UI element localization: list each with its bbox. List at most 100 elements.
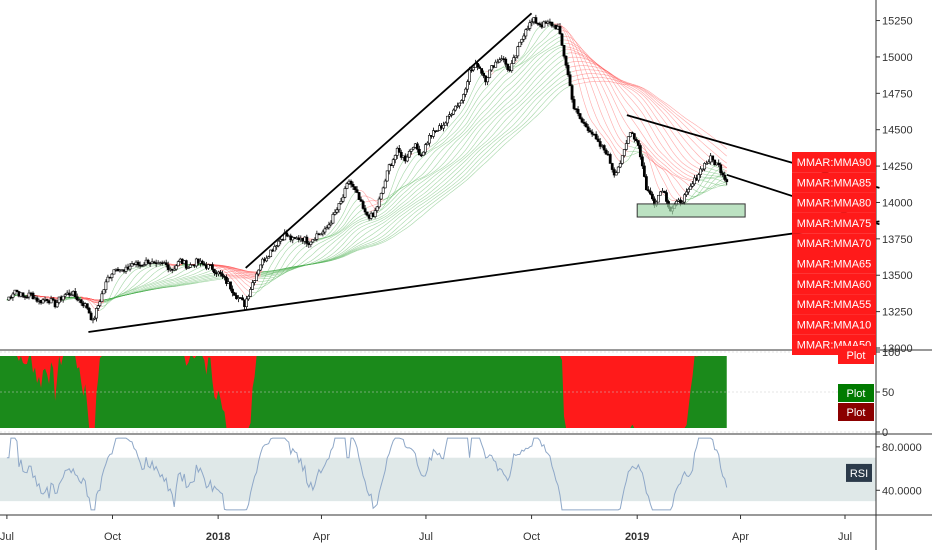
- ma-ribbon-segment: [383, 218, 386, 221]
- ma-ribbon-segment: [417, 205, 420, 208]
- ma-ribbon-segment: [330, 242, 334, 245]
- ma-ribbon-segment: [479, 93, 482, 97]
- ma-ribbon-segment: [395, 218, 398, 221]
- ma-ribbon-segment: [613, 153, 617, 158]
- ma-ribbon-segment: [539, 32, 543, 36]
- ma-ribbon-segment: [192, 278, 195, 281]
- ma-ribbon-segment: [334, 257, 338, 259]
- ma-ribbon-segment: [419, 182, 422, 185]
- ma-ribbon-segment: [443, 143, 446, 146]
- ma-ribbon-segment: [531, 63, 535, 67]
- ma-ribbon-segment: [202, 268, 205, 271]
- ma-ribbon-segment: [467, 105, 470, 110]
- ma-ribbon-segment: [226, 269, 229, 272]
- ma-ribbon-segment: [674, 175, 677, 177]
- ma-ribbon-segment: [362, 228, 366, 231]
- ma-ribbon-segment: [308, 262, 311, 265]
- ma-ribbon-segment: [334, 229, 338, 232]
- ma-ribbon-segment: [664, 168, 667, 171]
- ma-ribbon-segment: [603, 73, 607, 78]
- ma-ribbon-segment: [690, 195, 693, 197]
- ma-ribbon-segment: [543, 46, 547, 49]
- ma-ribbon-segment: [603, 137, 607, 141]
- ma-ribbon-segment: [413, 205, 416, 208]
- ma-ribbon-segment: [119, 294, 123, 296]
- ma-ribbon-segment: [135, 289, 139, 291]
- ma-ribbon-segment: [664, 129, 667, 133]
- ma-ribbon-segment: [429, 182, 432, 185]
- ma-ribbon-segment: [318, 246, 322, 249]
- ma-ribbon-segment: [539, 89, 543, 92]
- ma-ribbon-segment: [373, 221, 376, 223]
- ma-ribbon-segment: [429, 174, 432, 177]
- ma-ribbon-segment: [714, 169, 717, 171]
- ma-ribbon-segment: [531, 48, 535, 52]
- ma-ribbon-segment: [615, 118, 619, 124]
- ma-ribbon-segment: [589, 57, 593, 60]
- ma-ribbon-segment: [527, 49, 531, 53]
- ma-ribbon-segment: [551, 55, 555, 59]
- ma-ribbon-segment: [324, 257, 328, 259]
- ma-ribbon-segment: [545, 55, 549, 59]
- ma-ribbon-segment: [121, 290, 125, 293]
- ma-ribbon-segment: [338, 250, 342, 253]
- ma-ribbon-segment: [670, 161, 673, 165]
- ma-ribbon-segment: [348, 234, 352, 238]
- ma-ribbon-segment: [670, 148, 673, 152]
- ma-ribbon-segment: [455, 163, 458, 167]
- ma-ribbon-segment: [354, 218, 358, 221]
- ma-ribbon-segment: [716, 186, 719, 188]
- ma-ribbon-segment: [589, 70, 593, 76]
- ma-ribbon-segment: [467, 128, 470, 131]
- ma-ribbon-segment: [662, 166, 665, 169]
- ma-ribbon-segment: [378, 237, 382, 239]
- ma-ribbon-segment: [545, 61, 549, 64]
- ma-ribbon-segment: [433, 191, 436, 194]
- ma-ribbon-segment: [326, 241, 330, 244]
- ma-ribbon-segment: [479, 113, 482, 116]
- ma-ribbon-segment: [381, 222, 384, 225]
- ma-ribbon-segment: [362, 191, 366, 195]
- ma-ribbon-segment: [407, 204, 410, 207]
- ma-ribbon-segment: [429, 163, 432, 167]
- ma-ribbon-segment: [485, 117, 488, 120]
- ma-ribbon-segment: [182, 266, 185, 268]
- ma-ribbon-segment: [445, 163, 448, 167]
- ma-ribbon-segment: [435, 141, 438, 144]
- ma-ribbon-segment: [457, 170, 460, 173]
- ma-ribbon-segment: [571, 38, 575, 44]
- ma-ribbon-segment: [316, 261, 319, 263]
- ma-ribbon-segment: [535, 82, 539, 86]
- ma-ribbon-segment: [240, 271, 243, 274]
- ma-ribbon-segment: [413, 175, 416, 179]
- ma-ribbon-segment: [326, 251, 330, 255]
- ma-ribbon-segment: [65, 299, 68, 301]
- ma-ribbon-segment: [354, 199, 358, 203]
- ma-ribbon-segment: [433, 174, 436, 177]
- ma-ribbon-segment: [624, 91, 627, 95]
- ma-ribbon-segment: [469, 147, 472, 151]
- ma-ribbon-segment: [537, 74, 541, 78]
- ma-ribbon-segment: [397, 216, 400, 220]
- ma-ribbon-segment: [352, 192, 356, 196]
- ma-ribbon-segment: [405, 208, 408, 210]
- ma-ribbon-segment: [358, 231, 362, 234]
- ma-ribbon-segment: [55, 298, 58, 300]
- ma-ribbon-segment: [336, 255, 340, 258]
- ma-ribbon-segment: [354, 234, 358, 237]
- ma-ribbon-segment: [133, 283, 137, 286]
- ma-ribbon-segment: [461, 120, 464, 125]
- ma-ribbon-segment: [403, 204, 406, 207]
- ma-ribbon-segment: [407, 188, 410, 191]
- ma-ribbon-segment: [495, 129, 498, 132]
- ma-ribbon-segment: [605, 94, 609, 100]
- ma-ribbon-segment: [411, 201, 414, 204]
- ma-ribbon-segment: [686, 183, 689, 186]
- price-panel[interactable]: [6, 12, 880, 333]
- ma-ribbon-segment: [365, 201, 368, 203]
- ma-ribbon-segment: [145, 267, 149, 269]
- ma-ribbon-segment: [626, 159, 629, 162]
- ma-ribbon-segment: [507, 95, 510, 99]
- ma-ribbon-segment: [481, 104, 484, 108]
- ma-ribbon-segment: [517, 105, 521, 109]
